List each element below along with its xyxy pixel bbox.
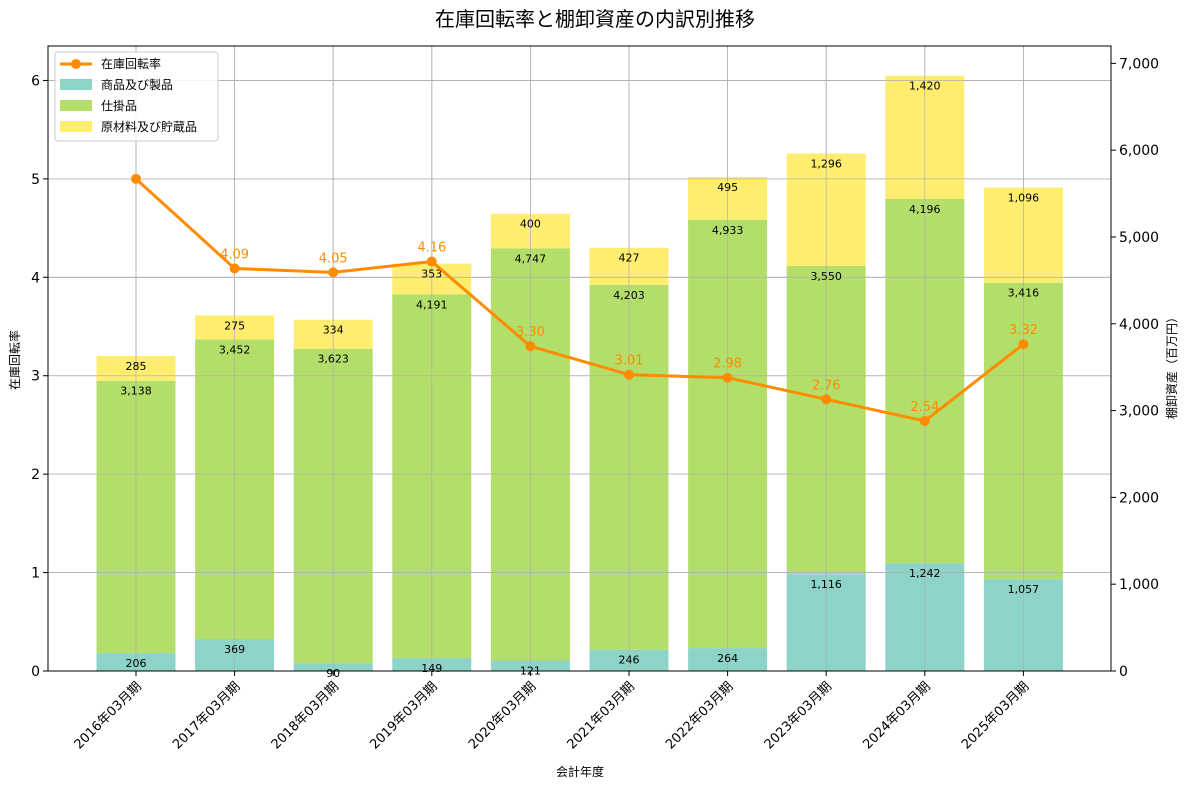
x-tick-label: 2019年03月期 bbox=[367, 679, 440, 752]
turnover-point bbox=[624, 369, 634, 380]
bar-value-label: 495 bbox=[717, 181, 738, 194]
bar-value-label: 369 bbox=[224, 643, 245, 656]
y-axis-label-left: 在庫回転率 bbox=[7, 330, 22, 390]
x-tick-label: 2018年03月期 bbox=[269, 679, 342, 752]
y-tick-label-right: 3,000 bbox=[1119, 404, 1159, 420]
legend-label: 商品及び製品 bbox=[101, 77, 173, 92]
turnover-value-label: 3.01 bbox=[615, 354, 644, 369]
bar-value-label: 264 bbox=[717, 652, 738, 665]
y-tick-label-left: 6 bbox=[31, 73, 40, 89]
y-tick-label-right: 4,000 bbox=[1119, 317, 1159, 333]
y-tick-label-left: 3 bbox=[31, 369, 40, 385]
y-tick-label-left: 1 bbox=[31, 566, 40, 582]
legend-box bbox=[54, 51, 219, 142]
bar-value-label: 353 bbox=[421, 268, 442, 281]
x-tick-label: 2025年03月期 bbox=[959, 679, 1032, 752]
bar-value-label: 3,623 bbox=[317, 353, 349, 366]
bar-value-label: 4,747 bbox=[515, 252, 547, 265]
turnover-point bbox=[131, 173, 141, 184]
y-tick-label-left: 4 bbox=[31, 270, 40, 286]
y-tick-label-left: 5 bbox=[31, 172, 40, 188]
y-tick-label-left: 2 bbox=[31, 467, 40, 483]
turnover-value-label: 4.16 bbox=[417, 241, 446, 256]
bar-value-label: 1,057 bbox=[1008, 583, 1040, 596]
legend-swatch bbox=[60, 100, 92, 111]
bar-value-label: 3,416 bbox=[1008, 287, 1040, 300]
x-tick-label: 2016年03月期 bbox=[72, 679, 145, 752]
x-tick-label: 2017年03月期 bbox=[170, 679, 243, 752]
x-tick-label: 2023年03月期 bbox=[762, 679, 835, 752]
bar-value-label: 4,196 bbox=[909, 203, 941, 216]
turnover-value-label: 3.30 bbox=[516, 325, 545, 340]
turnover-value-label: 3.32 bbox=[1009, 323, 1038, 338]
y-tick-label-right: 5,000 bbox=[1119, 230, 1159, 246]
x-tick-label: 2022年03月期 bbox=[663, 679, 736, 752]
bar-value-label: 275 bbox=[224, 319, 245, 332]
bar-value-label: 1,116 bbox=[810, 578, 842, 591]
x-tick-label: 2020年03月期 bbox=[466, 679, 539, 752]
turnover-point bbox=[821, 394, 832, 405]
turnover-value-label: 2.54 bbox=[910, 400, 939, 415]
turnover-line-path bbox=[134, 177, 1025, 423]
turnover-value-label: 2.76 bbox=[812, 378, 841, 393]
bar-value-label: 4,933 bbox=[712, 224, 744, 237]
y-axis-label-right: 棚卸資産（百万円） bbox=[1164, 311, 1179, 419]
bar-value-label: 4,203 bbox=[613, 289, 645, 302]
bar-value-label: 149 bbox=[421, 662, 442, 675]
turnover-point bbox=[426, 256, 437, 267]
bar-value-label: 285 bbox=[126, 360, 147, 373]
bar-value-label: 400 bbox=[520, 218, 541, 231]
bar-value-label: 3,452 bbox=[219, 343, 251, 356]
bar-value-label: 246 bbox=[619, 654, 640, 667]
turnover-point bbox=[525, 341, 536, 352]
bar-value-label: 334 bbox=[323, 324, 344, 337]
bar-value-label: 3,138 bbox=[120, 385, 152, 398]
legend-label: 原材料及び貯蔵品 bbox=[101, 120, 197, 134]
y-tick-label-right: 6,000 bbox=[1119, 143, 1159, 159]
y-tick-label-right: 7,000 bbox=[1119, 56, 1159, 72]
turnover-point bbox=[1018, 339, 1029, 350]
y-tick-label-right: 1,000 bbox=[1119, 577, 1159, 593]
chart-title: 在庫回転率と棚卸資産の内訳別推移 bbox=[435, 7, 755, 31]
turnover-point bbox=[328, 267, 339, 278]
x-tick-label: 2024年03月期 bbox=[860, 679, 933, 752]
y-tick-label-right: 0 bbox=[1119, 664, 1128, 680]
stacked-bars bbox=[48, 46, 1111, 672]
bar-value-label: 4,191 bbox=[416, 298, 448, 311]
legend-swatch bbox=[60, 121, 92, 132]
bar-value-label: 1,420 bbox=[909, 80, 941, 93]
turnover-point bbox=[919, 416, 930, 426]
bar-value-label: 206 bbox=[126, 657, 147, 670]
turnover-value-label: 4.09 bbox=[220, 247, 249, 262]
legend-label: 仕掛品 bbox=[101, 98, 137, 113]
x-axis-label: 会計年度 bbox=[556, 764, 604, 779]
y-tick-label-right: 2,000 bbox=[1119, 490, 1159, 506]
y-tick-label-left: 0 bbox=[31, 664, 40, 680]
turnover-value-label: 2.98 bbox=[713, 357, 742, 372]
bar-value-label: 1,096 bbox=[1008, 192, 1040, 205]
x-tick-label: 2021年03月期 bbox=[565, 679, 638, 752]
bar-value-label: 1,296 bbox=[810, 157, 842, 170]
legend-swatch bbox=[60, 79, 92, 90]
bar-value-label: 1,242 bbox=[909, 567, 941, 580]
legend-label: 在庫回転率 bbox=[101, 56, 161, 71]
turnover-line: 4.09 4.05 4.16 3.30 3.01 2.98 2.76 2.54 3.32 bbox=[131, 173, 1038, 426]
legend-line-marker bbox=[71, 59, 81, 69]
bar-value-label: 427 bbox=[619, 252, 640, 265]
turnover-point bbox=[722, 372, 733, 383]
turnover-value-label: 4.05 bbox=[319, 251, 348, 266]
bar-value-label: 3,550 bbox=[810, 270, 842, 283]
turnover-point bbox=[229, 263, 240, 274]
plot-frame bbox=[47, 45, 1112, 672]
